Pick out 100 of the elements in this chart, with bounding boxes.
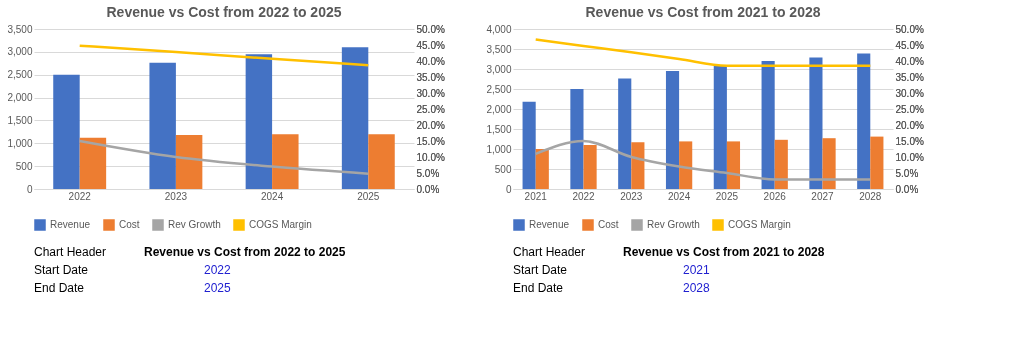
y2-tick-label: 10.0% [416,151,445,163]
y2-tick-label: 50.0% [895,23,924,35]
text: 2025 [204,281,232,295]
bar [535,149,549,189]
legend-label: Rev Growth [647,219,700,230]
y2-tick-label: 0.0% [895,183,919,195]
y2-tick-label: 30.0% [416,87,445,99]
y2-tick-label: 5.0% [895,167,919,179]
y-tick-label: 3,000 [7,46,33,58]
y2-tick-label: 30.0% [895,87,924,99]
legend-label: Cost [598,219,619,230]
bar [726,141,741,189]
x-tick-label: 2022 [572,190,596,202]
legend-label: Revenue [50,219,91,230]
line-series [534,38,872,68]
legend-label: Revenue [529,219,570,230]
legend-label: COGS Margin [249,219,312,230]
bar [665,71,680,189]
y-tick-label: 0 [505,183,512,195]
y2-tick-label: 45.0% [416,39,445,51]
y2-tick-label: 5.0% [416,167,440,179]
bar [713,65,727,189]
bar [679,141,693,189]
text: End Date [513,281,564,295]
y2-tick-label: 20.0% [416,119,445,131]
legend-label: Cost [119,219,140,230]
bar [822,138,836,189]
text: Chart Header [513,245,586,259]
y2-tick-label: 15.0% [416,135,445,147]
y2-tick-label: 35.0% [895,71,924,83]
y2-tick-label: 25.0% [895,103,924,115]
bar [631,142,645,189]
y-tick-label: 500 [494,163,512,175]
text: Start Date [513,263,568,277]
bar [175,135,203,189]
text: Revenue vs Cost from 2022 to 2025 [144,245,346,259]
y2-tick-label: 10.0% [895,151,924,163]
bar [245,54,273,189]
y2-tick-label: 20.0% [895,119,924,131]
y2-tick-label: 40.0% [416,55,445,67]
y-tick-label: 4,000 [486,23,512,35]
line-series [78,139,370,175]
text: 2021 [683,263,711,277]
x-tick-label: 2023 [164,190,188,202]
line-series [78,44,370,67]
y-tick-label: 3,500 [7,23,33,35]
bar [809,57,823,189]
x-tick-label: 2022 [68,190,92,202]
x-tick-label: 2025 [715,190,739,202]
y-tick-label: 2,000 [486,103,512,115]
y2-tick-label: 45.0% [895,39,924,51]
chart-title: Revenue vs Cost from 2022 to 2025 [106,4,342,20]
text: 2022 [204,263,232,277]
y-tick-label: 1,000 [7,137,33,149]
bar [272,134,299,189]
y-tick-label: 2,500 [7,69,33,81]
bar [774,139,788,189]
y2-tick-label: 35.0% [416,71,445,83]
y-tick-label: 3,500 [486,43,512,55]
y-tick-label: 2,000 [7,92,33,104]
y2-tick-label: 25.0% [416,103,445,115]
line-series [534,139,872,181]
y-tick-label: 500 [15,160,33,172]
bar [341,47,369,189]
text: Start Date [34,263,89,277]
bar [79,137,107,189]
bar [570,89,584,189]
y2-tick-label: 15.0% [895,135,924,147]
x-tick-label: 2026 [763,190,787,202]
x-tick-label: 2023 [620,190,643,202]
text: Revenue vs Cost from 2021 to 2028 [623,245,825,259]
x-tick-label: 2021 [524,190,548,202]
x-tick-label: 2027 [811,190,835,202]
x-tick-label: 2024 [260,190,284,202]
y2-tick-label: 40.0% [895,55,924,67]
y-tick-label: 0 [26,183,33,195]
x-tick-label: 2025 [357,190,380,202]
y-tick-label: 3,000 [486,63,512,75]
x-tick-label: 2024 [667,190,691,202]
bar [149,62,176,189]
chart-title: Revenue vs Cost from 2021 to 2028 [585,4,821,20]
bar [857,53,871,189]
bar [368,134,395,189]
bar [53,74,80,189]
text: Chart Header [34,245,107,259]
text: 2028 [683,281,711,295]
y-tick-label: 1,500 [486,123,512,135]
text: End Date [34,281,85,295]
bar [618,78,632,189]
bar [870,136,884,189]
y2-tick-label: 0.0% [416,183,440,195]
legend-label: COGS Margin [728,219,791,230]
y-tick-label: 1,500 [7,114,33,126]
bar [522,101,536,189]
bar [761,61,775,189]
y-tick-label: 1,000 [486,143,512,155]
legend-label: Rev Growth [168,219,221,230]
x-tick-label: 2028 [859,190,882,202]
y2-tick-label: 50.0% [416,23,445,35]
y-tick-label: 2,500 [486,83,512,95]
